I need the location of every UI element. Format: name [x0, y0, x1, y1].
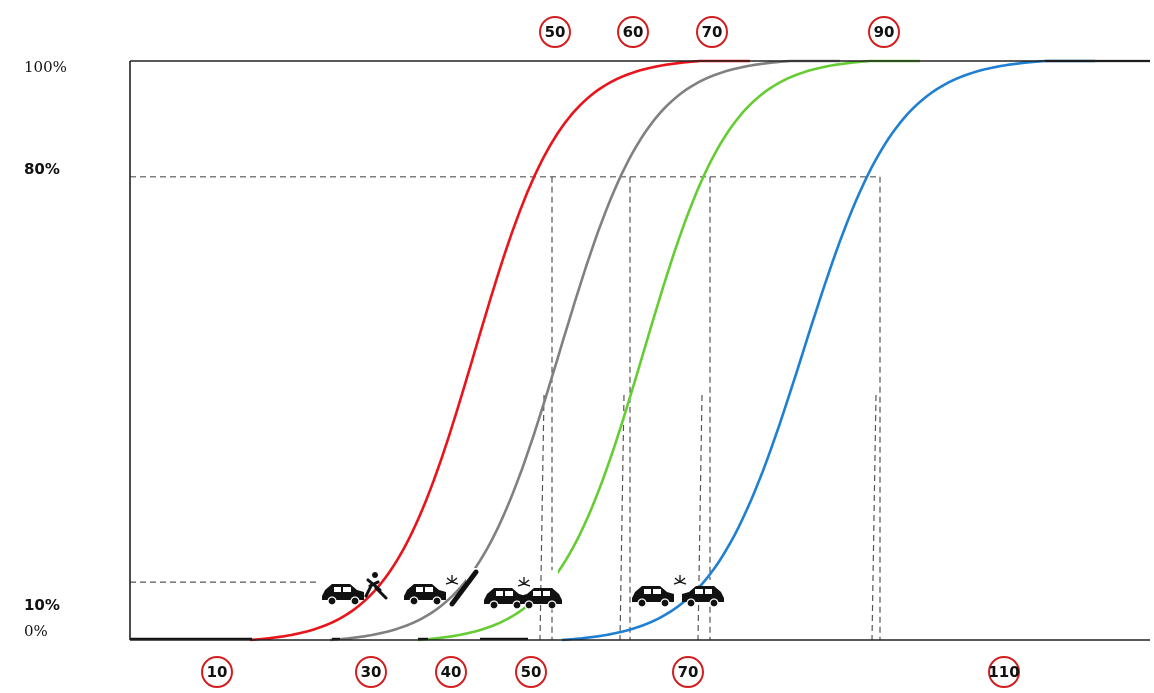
sign-label: 50 — [521, 663, 542, 681]
y-tick-label: 0% — [24, 622, 48, 640]
curve-gap — [544, 570, 558, 588]
impact-spark — [445, 575, 459, 585]
speed-curves — [130, 59, 1150, 642]
curve-series-4 — [561, 59, 1095, 642]
curve-series-1 — [249, 59, 750, 642]
guide-50-vertical-3 — [697, 394, 703, 641]
chart-frame — [129, 60, 1150, 641]
bottom-speed-sign-50: 50 — [515, 656, 547, 688]
sign-ring — [672, 656, 704, 688]
curve-gap — [388, 580, 400, 598]
y-tick-label: 100% — [24, 58, 67, 76]
sign-ring — [201, 656, 233, 688]
car-hits-pedestrian-icon — [322, 572, 388, 606]
sign-ring — [868, 16, 900, 48]
curve-series-2 — [329, 59, 840, 642]
sign-label: 10 — [207, 663, 228, 681]
crash-icons — [322, 569, 724, 610]
bottom-speed-signs: 10 30 40 50 70 110 — [201, 656, 1020, 688]
sign-label: 40 — [441, 663, 462, 681]
car-icon — [682, 586, 724, 608]
top-speed-sign-90: 90 — [868, 16, 900, 48]
bottom-speed-sign-110: 110 — [988, 656, 1020, 688]
car-icon — [520, 588, 562, 610]
car-icon — [484, 588, 526, 610]
sign-label: 110 — [988, 663, 1019, 681]
sign-label: 90 — [874, 23, 895, 41]
y-tick-label: 80% — [24, 160, 60, 178]
bottom-speed-sign-40: 40 — [435, 656, 467, 688]
bottom-speed-sign-30: 30 — [355, 656, 387, 688]
sign-ring — [617, 16, 649, 48]
y-tick-label: 10% — [24, 596, 60, 614]
top-speed-sign-70: 70 — [696, 16, 728, 48]
car-icon — [404, 584, 446, 606]
car-collision-icon — [632, 575, 724, 608]
top-speed-sign-50: 50 — [539, 16, 571, 48]
guide-50-vertical-2 — [619, 394, 625, 641]
bottom-speed-sign-70: 70 — [672, 656, 704, 688]
sign-label: 30 — [361, 663, 382, 681]
car-icon — [632, 586, 674, 608]
y-axis-labels: 100% 80% 10% 0% — [24, 58, 67, 640]
sign-ring — [515, 656, 547, 688]
guide-50-vertical-4 — [871, 394, 877, 641]
curve-series-3 — [417, 59, 920, 642]
car-collision-icon — [484, 577, 562, 610]
sign-ring — [696, 16, 728, 48]
sign-ring — [355, 656, 387, 688]
bottom-speed-sign-10: 10 — [201, 656, 233, 688]
top-speed-sign-60: 60 — [617, 16, 649, 48]
top-speed-signs: 50 60 70 90 — [539, 16, 900, 48]
sign-ring — [539, 16, 571, 48]
sign-label: 50 — [545, 23, 566, 41]
car-hits-pole-icon — [404, 569, 479, 607]
sign-label: 60 — [623, 23, 644, 41]
sign-ring — [435, 656, 467, 688]
car-icon — [322, 584, 364, 606]
sign-label: 70 — [678, 663, 699, 681]
impact-spark — [673, 575, 687, 585]
sign-ring — [988, 656, 1020, 688]
impact-spark — [517, 577, 531, 587]
sign-label: 70 — [702, 23, 723, 41]
dashed-guide-lines — [130, 176, 881, 641]
